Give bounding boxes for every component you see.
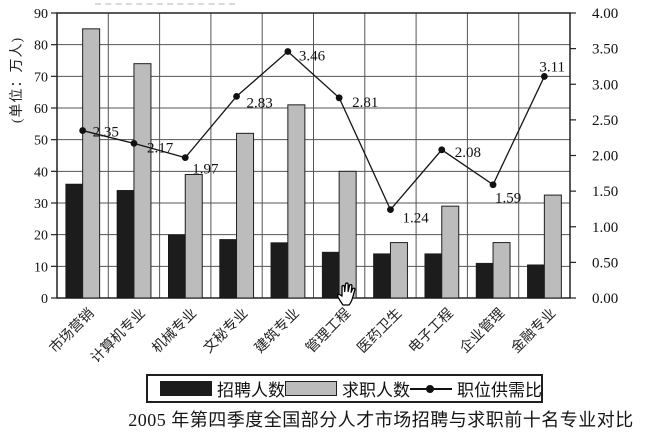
ratio-marker — [540, 73, 548, 80]
jobseekers-swatch — [285, 381, 337, 396]
bar-recruitment — [475, 262, 494, 299]
ratio-marker-dot — [426, 384, 434, 393]
right-axis-tick-label: 0.00 — [592, 291, 618, 307]
left-axis-tick-label: 10 — [34, 260, 48, 275]
right-axis-tick-label: 1.50 — [592, 184, 618, 200]
bar-jobseekers — [389, 242, 408, 299]
category-label: 医药卫生 — [354, 306, 405, 357]
scan-artifact — [95, 3, 235, 5]
left-axis-tick-label: 50 — [34, 134, 48, 149]
legend-label-ratio: 职位供需比 — [457, 381, 542, 400]
bar-recruitment — [219, 239, 237, 299]
legend-item-ratio: 职位供需比 — [410, 376, 542, 401]
legend-item-jobseekers: 求职人数 — [285, 376, 410, 401]
bar-recruitment — [527, 264, 545, 299]
ratio-value-label: 2.08 — [455, 145, 481, 161]
bar-jobseekers — [441, 205, 460, 299]
ratio-marker — [181, 154, 189, 162]
right-axis-tick-label: 0.50 — [592, 255, 618, 271]
bar-jobseekers — [338, 170, 357, 299]
hand-cursor — [337, 282, 356, 306]
bar-recruitment — [116, 190, 135, 299]
bar-recruitment — [270, 242, 289, 299]
right-axis-tick-label: 2.50 — [592, 113, 618, 129]
bar-jobseekers — [82, 28, 101, 299]
legend-item-recruitment: 招聘人数 — [160, 376, 285, 401]
legend: 招聘人数 求职人数 职位供需比 — [146, 374, 543, 403]
bar-jobseekers — [543, 194, 562, 299]
category-label: 电子工程 — [406, 306, 457, 357]
ratio-line-swatch — [410, 384, 452, 393]
left-axis-tick-label: 40 — [34, 165, 48, 180]
left-axis-tick-label: 90 — [34, 7, 48, 22]
ratio-marker — [284, 48, 292, 55]
right-axis-tick-label: 4.00 — [592, 6, 618, 22]
ratio-value-label: 2.83 — [247, 95, 273, 111]
ratio-marker — [79, 127, 87, 134]
ratio-marker — [438, 146, 446, 154]
ratio-value-label: 1.24 — [402, 211, 429, 227]
bar-recruitment — [424, 253, 442, 299]
ratio-marker — [130, 139, 138, 147]
ratio-marker — [335, 94, 343, 102]
category-label: 市场营销 — [46, 305, 98, 357]
chart-title: 2005 年第四季度全国部分人才市场招聘与求职前十名专业对比 — [128, 410, 634, 430]
ratio-marker — [489, 181, 497, 189]
bar-jobseekers — [236, 132, 255, 299]
bar-jobseekers — [133, 63, 152, 299]
recruitment-swatch — [160, 381, 212, 396]
left-axis-tick-label: 80 — [34, 39, 48, 54]
left-axis-tick-label: 30 — [34, 197, 48, 212]
ratio-value-label: 1.59 — [495, 191, 521, 207]
bar-jobseekers — [184, 174, 203, 299]
category-label: 计算机专业 — [88, 306, 149, 367]
bar-recruitment — [65, 183, 83, 299]
category-label: 金融专业 — [508, 306, 559, 357]
ratio-marker — [233, 92, 240, 100]
ratio-value-label: 2.35 — [93, 125, 119, 141]
right-axis-tick-label: 3.50 — [592, 42, 618, 58]
category-label: 管理工程 — [303, 306, 354, 357]
bar-recruitment — [168, 234, 186, 299]
left-axis-tick-label: 0 — [41, 292, 48, 307]
legend-label-jobseekers: 求职人数 — [342, 381, 410, 400]
left-axis-tick-label: 70 — [34, 70, 48, 85]
ratio-value-label: 2.81 — [352, 95, 378, 111]
ratio-marker — [387, 206, 394, 214]
right-axis-tick-label: 1.00 — [592, 220, 618, 236]
ratio-line — [82, 50, 545, 211]
bar-recruitment — [373, 253, 391, 299]
left-axis-tick-label: 20 — [34, 229, 48, 244]
ratio-value-label: 1.97 — [192, 162, 219, 178]
category-label: 机械专业 — [149, 306, 200, 357]
ratio-value-label: 2.17 — [147, 140, 174, 156]
right-axis-tick-label: 3.00 — [592, 77, 618, 93]
ratio-value-label: 3.11 — [539, 59, 565, 75]
right-axis-tick-label: 2.00 — [592, 149, 618, 165]
category-label: 建筑专业 — [252, 306, 303, 357]
category-label: 文秘专业 — [200, 306, 251, 357]
bar-jobseekers — [492, 242, 511, 299]
legend-label-recruitment: 招聘人数 — [217, 381, 285, 400]
ratio-value-label: 3.46 — [299, 48, 326, 64]
left-axis-tick-label: 60 — [34, 102, 48, 117]
category-label: 企业管理 — [456, 305, 508, 357]
bar-jobseekers — [287, 104, 306, 299]
